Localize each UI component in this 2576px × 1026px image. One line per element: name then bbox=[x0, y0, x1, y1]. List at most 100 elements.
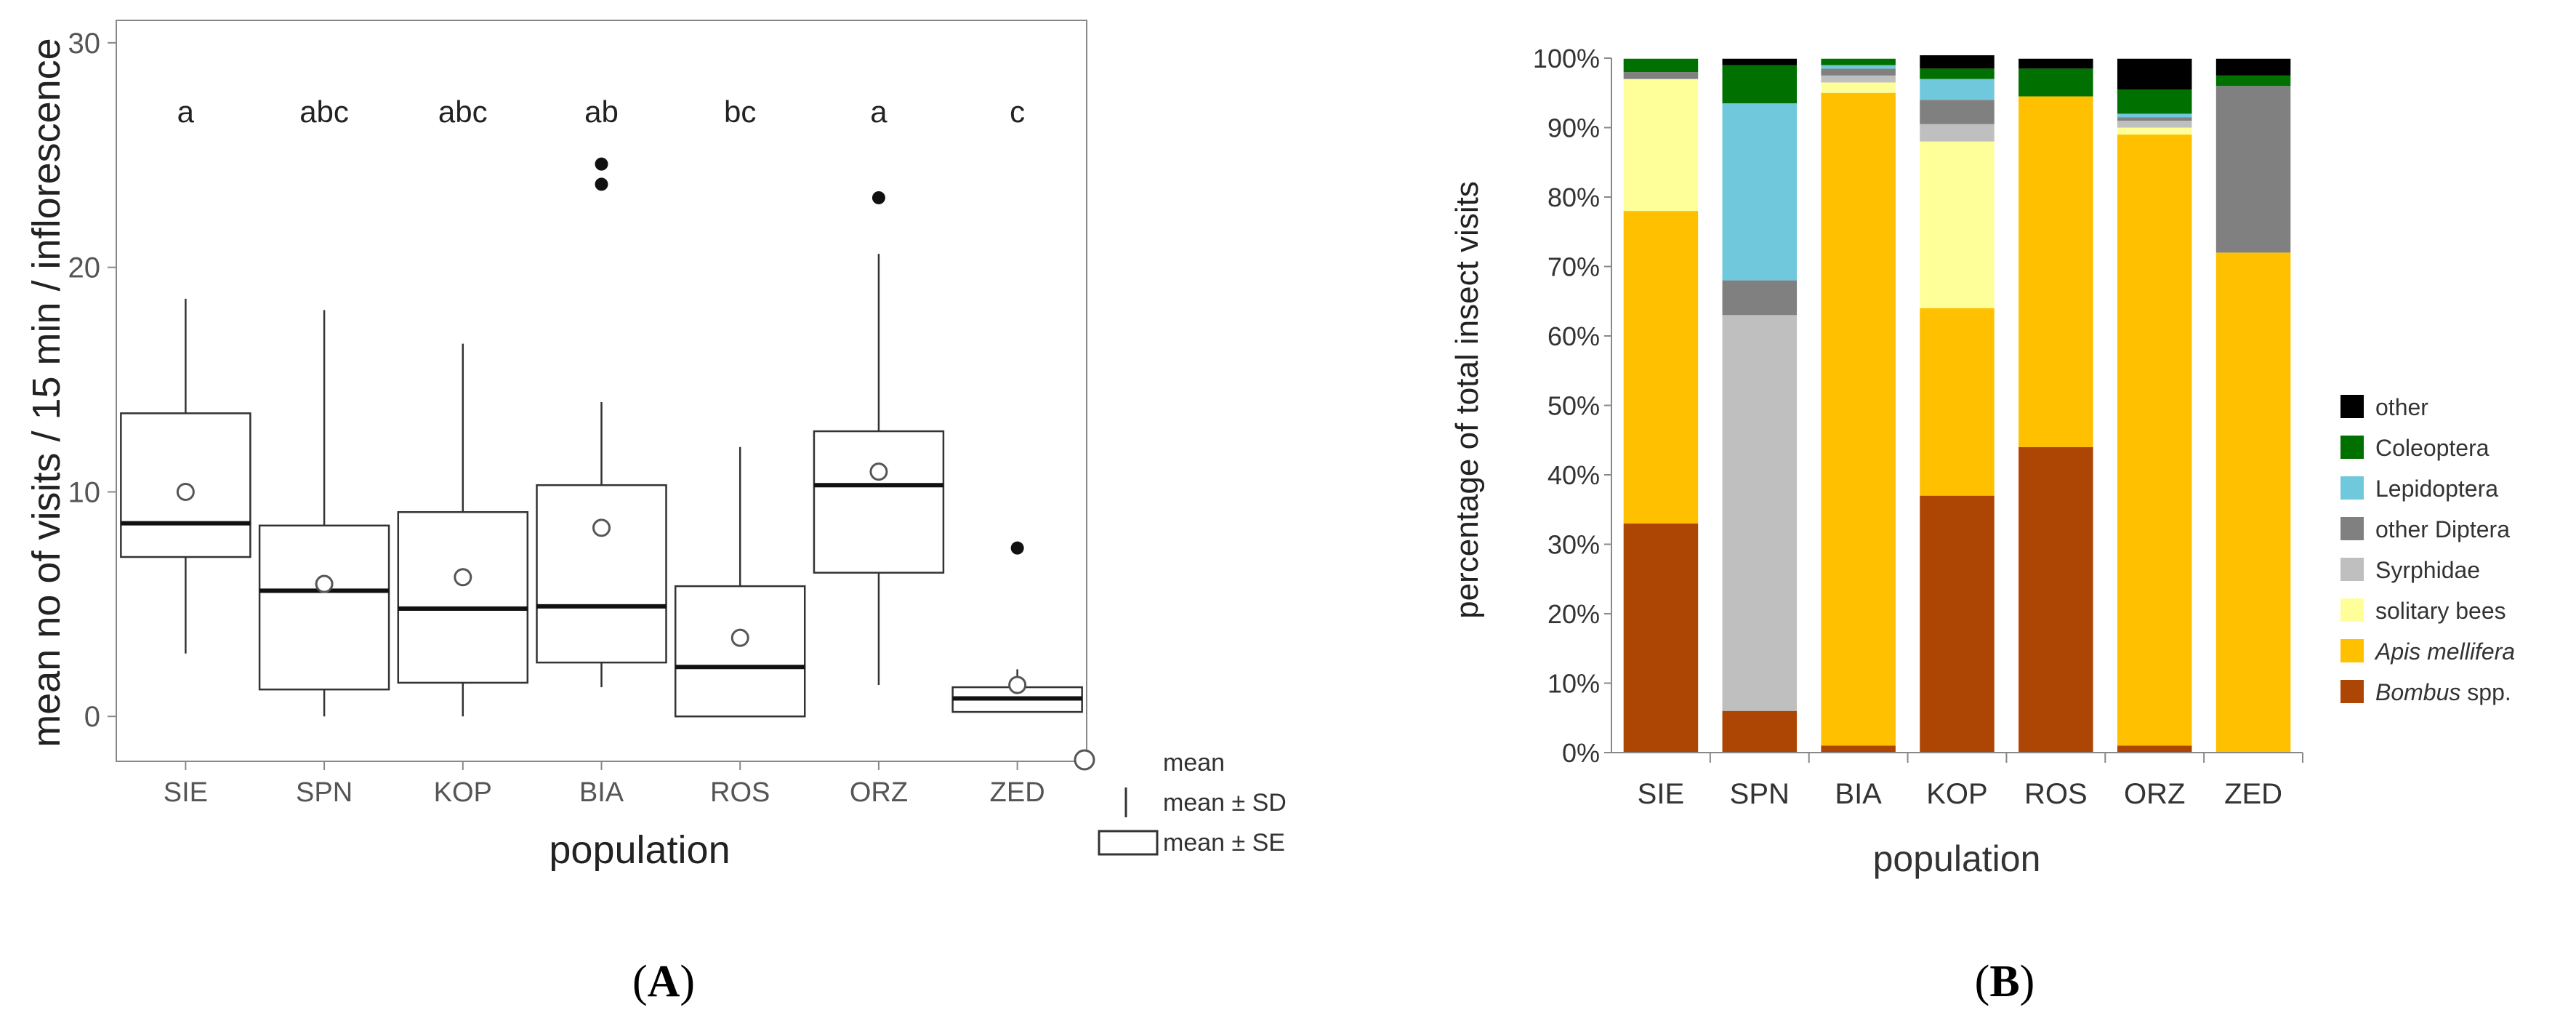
panel-b-y-axis-label: percentage of total insect visits bbox=[1449, 181, 1485, 619]
bar-segment bbox=[2215, 86, 2292, 253]
x-tick-label: SIE bbox=[164, 777, 208, 808]
x-tick-label: ROS bbox=[2024, 778, 2088, 810]
mean-point bbox=[1008, 676, 1027, 694]
panel-b-caption: (B) bbox=[1975, 957, 2035, 1006]
bar-segment bbox=[1820, 92, 1896, 746]
x-tick-label: ZED bbox=[2224, 778, 2282, 810]
panel-a-y-axis-label: mean no of visits / 15 min / inflorescen… bbox=[25, 38, 68, 747]
bar-zed bbox=[2215, 57, 2292, 753]
bar-orz bbox=[2116, 57, 2193, 753]
legend-item: solitary bees bbox=[2340, 598, 2506, 624]
box-body bbox=[536, 484, 667, 664]
bar-segment bbox=[1919, 100, 1995, 124]
y-tick-label: 40% bbox=[1547, 460, 1600, 490]
y-tick-label: 20% bbox=[1547, 599, 1600, 629]
legend-item: other Diptera bbox=[2340, 516, 2510, 542]
y-tick-label: 30% bbox=[1547, 530, 1600, 560]
outlier-point bbox=[1010, 541, 1024, 555]
bar-segment bbox=[1919, 79, 1995, 100]
outlier-point bbox=[872, 191, 885, 204]
y-tick-label: 10% bbox=[1547, 669, 1600, 699]
x-tick-label: KOP bbox=[1926, 778, 1987, 810]
significance-letter: ab bbox=[584, 95, 619, 129]
mean-point bbox=[454, 568, 472, 587]
y-tick-label: 0% bbox=[1562, 738, 1600, 768]
legend-swatch bbox=[2340, 639, 2364, 662]
bar-segment bbox=[1721, 315, 1798, 711]
bar-segment bbox=[1919, 495, 1995, 753]
legend-label: Bombus spp. bbox=[2375, 679, 2511, 705]
legend-item: Bombus spp. bbox=[2340, 679, 2511, 705]
x-tick-label: ROS bbox=[710, 777, 770, 808]
bar-kop bbox=[1918, 54, 1996, 753]
panel-a-letter: A bbox=[648, 957, 680, 1006]
bar-segment bbox=[2117, 89, 2193, 114]
panel-a-legend: mean mean ± SD mean ± SE bbox=[1074, 749, 1287, 857]
bar-segment bbox=[1721, 65, 1798, 104]
bar-segment bbox=[1622, 523, 1699, 753]
legend-label: Syrphidae bbox=[2375, 557, 2480, 583]
box-body bbox=[813, 430, 945, 574]
bar-segment bbox=[1919, 55, 1995, 69]
legend-label: solitary bees bbox=[2375, 598, 2506, 624]
legend-item: Syrphidae bbox=[2340, 557, 2480, 583]
y-tick-label: 0 bbox=[84, 701, 100, 733]
x-tick-label: BIA bbox=[579, 777, 624, 808]
bar-segment bbox=[1721, 710, 1798, 753]
bar-segment bbox=[2117, 127, 2193, 135]
legend-swatch bbox=[2340, 476, 2364, 500]
legend-swatch bbox=[2340, 395, 2364, 418]
significance-letter: abc bbox=[299, 95, 349, 129]
y-tick-label: 80% bbox=[1547, 183, 1600, 212]
panel-a-boxplot: 0 10 20 30 SIE SPN KOP BIA ROS ORZ ZED a abc abc ab b… bbox=[25, 20, 1287, 1006]
mean-point bbox=[592, 518, 611, 537]
mean-point bbox=[315, 574, 334, 593]
bar-ros bbox=[2017, 57, 2095, 753]
x-tick-label: BIA bbox=[1835, 778, 1882, 810]
x-tick-label: ZED bbox=[990, 777, 1045, 808]
y-tick-label: 90% bbox=[1547, 113, 1600, 143]
legend-swatch bbox=[2340, 680, 2364, 703]
outlier-point bbox=[595, 157, 608, 171]
bar-segment bbox=[2018, 446, 2094, 753]
panel-a-significance-letters: a abc abc ab bc a c bbox=[177, 95, 1025, 129]
box-body bbox=[674, 585, 806, 718]
bar-segment bbox=[1820, 65, 1896, 69]
bar-segment bbox=[2117, 120, 2193, 128]
y-tick-label: 10 bbox=[68, 476, 101, 508]
x-tick-label: KOP bbox=[434, 777, 492, 808]
bar-segment bbox=[2117, 745, 2193, 753]
bar-segment bbox=[2215, 58, 2292, 76]
y-tick-label: 50% bbox=[1547, 391, 1600, 421]
panel-b-x-axis-label: population bbox=[1873, 838, 2041, 879]
bar-segment bbox=[2117, 58, 2193, 89]
bar-segment bbox=[1919, 308, 1995, 496]
bar-segment bbox=[2117, 113, 2193, 118]
bar-spn bbox=[1721, 57, 1798, 753]
bar-segment bbox=[2018, 96, 2094, 447]
bar-segment bbox=[1622, 79, 1699, 212]
bar-segment bbox=[2215, 75, 2292, 87]
outlier-point bbox=[595, 177, 608, 191]
box-orz bbox=[813, 191, 945, 686]
legend-item: Coleoptera bbox=[2340, 435, 2490, 461]
panel-b-y-ticks: 0% 10% 20% 30% 40% 50% 60% 70% 80% 90% 100% bbox=[1533, 44, 1611, 768]
legend-swatch bbox=[2340, 436, 2364, 459]
panel-b-x-ticks: SIE SPN BIA KOP ROS ORZ ZED bbox=[1638, 753, 2303, 810]
legend-item: Lepidoptera bbox=[2340, 476, 2498, 502]
panel-b-bars bbox=[1622, 54, 2292, 753]
bar-segment bbox=[1919, 141, 1995, 308]
significance-letter: bc bbox=[724, 95, 756, 129]
box-spn bbox=[258, 310, 390, 717]
legend-label: Coleoptera bbox=[2375, 435, 2490, 461]
box-bia bbox=[536, 157, 667, 688]
bar-segment bbox=[2117, 117, 2193, 121]
legend-item: Apis mellifera bbox=[2340, 638, 2515, 665]
bar-sie bbox=[1622, 57, 1699, 753]
bar-segment bbox=[1820, 58, 1896, 65]
panel-b-stacked-bar: 0% 10% 20% 30% 40% 50% 60% 70% 80% 90% 100% SIE SPN… bbox=[1449, 44, 2515, 1006]
x-tick-label: ORZ bbox=[850, 777, 908, 808]
legend-label: Apis mellifera bbox=[2374, 638, 2515, 665]
bar-segment bbox=[1622, 211, 1699, 524]
